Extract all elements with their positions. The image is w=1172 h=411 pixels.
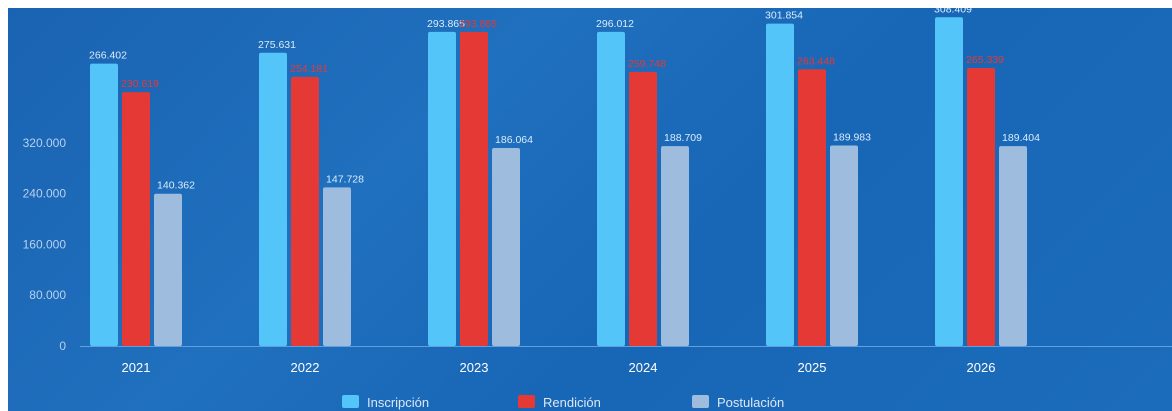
bar-postulación-2025[interactable]	[830, 145, 858, 346]
bar-inscripción-2023[interactable]	[428, 31, 456, 346]
x-tick-label: 2023	[460, 360, 489, 375]
bar-rendición-2022[interactable]	[291, 76, 319, 346]
bar-rendición-2025[interactable]	[798, 69, 826, 347]
legend-label: Inscripción	[367, 395, 429, 410]
legend-swatch	[692, 395, 709, 408]
data-label-rendición-2022: 254.181	[290, 63, 328, 75]
bar-inscripción-2022[interactable]	[259, 52, 287, 347]
data-label-rendición-2026: 265.339	[966, 54, 1004, 66]
data-label-rendición-2021: 230.619	[121, 78, 159, 90]
legend-label: Postulación	[717, 395, 784, 410]
bar-inscripción-2024[interactable]	[597, 31, 625, 346]
legend-item-rendición[interactable]: Rendición	[518, 395, 601, 410]
legend[interactable]: Inscripción Rendición Postulación	[342, 395, 784, 410]
x-tick-label: 2026	[967, 360, 996, 375]
bar-postulación-2021[interactable]	[154, 193, 182, 346]
data-label-rendición-2024: 259.748	[628, 58, 666, 70]
bar-postulación-2022[interactable]	[323, 187, 351, 346]
x-tick-label: 2022	[291, 360, 320, 375]
data-label-postulación-2024: 188.709	[664, 132, 702, 144]
data-label-postulación-2021: 140.362	[157, 180, 195, 192]
bar-inscripción-2025[interactable]	[766, 23, 794, 346]
bar-rendición-2021[interactable]	[122, 92, 150, 347]
y-tick-label: 320.000	[23, 136, 67, 150]
bar-chart: 0 80.000 160.000 240.000 320.000 266.402 230.…	[23, 8, 1172, 410]
legend-label: Rendición	[543, 395, 601, 410]
x-tick-label: 2025	[798, 360, 827, 375]
y-tick-label: 0	[59, 339, 66, 353]
bar-inscripción-2026[interactable]	[935, 17, 963, 347]
data-label-inscripción-2026: 308.409	[934, 8, 972, 15]
bar-postulación-2026[interactable]	[999, 146, 1027, 346]
bar-rendición-2024[interactable]	[629, 71, 657, 346]
legend-item-postulación[interactable]: Postulación	[692, 395, 784, 410]
bar-postulación-2023[interactable]	[492, 148, 520, 346]
legend-swatch	[342, 395, 359, 408]
y-tick-label: 240.000	[23, 187, 67, 201]
chart-container: 0 80.000 160.000 240.000 320.000 266.402 230.…	[8, 8, 1172, 411]
x-tick-label: 2024	[629, 360, 658, 375]
y-axis: 0 80.000 160.000 240.000 320.000	[23, 136, 1172, 353]
data-label-inscripción-2021: 266.402	[89, 50, 127, 62]
data-label-rendición-2023: 293.865	[459, 18, 497, 30]
x-tick-label: 2021	[122, 360, 151, 375]
legend-swatch	[518, 395, 535, 408]
data-label-postulación-2023: 186.064	[495, 134, 533, 146]
bar-inscripción-2021[interactable]	[90, 63, 118, 346]
bars: 266.402 230.619 140.362 275.631 254.181 147.7…	[89, 8, 1040, 347]
bar-postulación-2024[interactable]	[661, 146, 689, 346]
bar-rendición-2026[interactable]	[967, 68, 995, 347]
data-label-inscripción-2025: 301.854	[765, 10, 803, 22]
data-label-inscripción-2024: 296.012	[596, 18, 634, 30]
y-tick-label: 160.000	[23, 237, 67, 251]
data-label-postulación-2022: 147.728	[326, 173, 364, 185]
legend-item-inscripción[interactable]: Inscripción	[342, 395, 429, 410]
data-label-postulación-2025: 189.983	[833, 131, 871, 143]
data-label-rendición-2025: 263.448	[797, 55, 835, 67]
bar-rendición-2023[interactable]	[460, 31, 488, 346]
data-label-postulación-2026: 189.404	[1002, 132, 1040, 144]
data-label-inscripción-2022: 275.631	[258, 39, 296, 51]
data-label-inscripción-2023: 293.865	[427, 18, 465, 30]
x-axis: 2021 2022 2023 2024 2025 2026	[122, 360, 996, 375]
y-tick-label: 80.000	[29, 288, 66, 302]
